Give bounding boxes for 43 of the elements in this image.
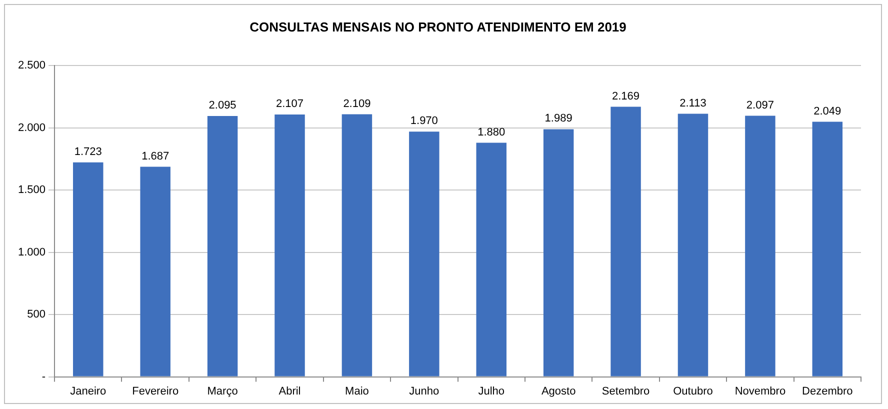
data-label: 2.049 xyxy=(814,105,842,118)
x-tick-label: Junho xyxy=(409,385,440,398)
x-tick-label: Setembro xyxy=(602,385,650,398)
x-tick-label: Maio xyxy=(345,385,369,398)
y-tick-label: 1.000 xyxy=(18,246,46,258)
x-tick-label: Outubro xyxy=(673,385,713,398)
y-tick-label: 500 xyxy=(27,308,46,321)
bar xyxy=(73,162,104,376)
bar xyxy=(678,114,708,376)
bar xyxy=(745,116,776,376)
data-label: 1.880 xyxy=(478,126,506,138)
data-label: 1.723 xyxy=(74,146,102,158)
x-tick-label: Julho xyxy=(478,385,505,398)
data-label: 1.970 xyxy=(410,115,438,128)
bar xyxy=(274,114,305,376)
y-tick-label: 2.000 xyxy=(18,122,46,134)
data-label: 2.109 xyxy=(343,98,371,110)
bar xyxy=(610,106,641,376)
bar xyxy=(342,114,372,376)
bar xyxy=(476,142,506,376)
bar xyxy=(409,132,440,376)
data-label: 1.989 xyxy=(544,112,572,125)
y-tick-label: 1.500 xyxy=(18,184,46,196)
chart-title: CONSULTAS MENSAIS NO PRONTO ATENDIMENTO EM 2019 xyxy=(250,19,626,34)
data-label: 2.169 xyxy=(612,90,640,102)
y-tick-label: - xyxy=(42,370,46,383)
data-label: 2.113 xyxy=(680,97,706,110)
bar xyxy=(812,122,843,376)
data-label: 2.107 xyxy=(276,98,304,110)
bar xyxy=(140,166,170,376)
x-tick-label: Abril xyxy=(278,385,301,398)
data-label: 2.097 xyxy=(746,99,774,112)
y-tick-label: 2.500 xyxy=(18,60,46,72)
x-tick-label: Agosto xyxy=(541,385,576,398)
data-label: 1.687 xyxy=(142,150,170,162)
data-label: 2.095 xyxy=(208,100,236,112)
bar xyxy=(207,116,238,376)
x-tick-label: Março xyxy=(207,385,238,398)
x-tick-label: Janeiro xyxy=(70,385,106,398)
x-tick-label: Dezembro xyxy=(802,385,853,398)
x-tick-label: Novembro xyxy=(734,385,786,398)
bar xyxy=(543,129,574,376)
x-tick-label: Fevereiro xyxy=(132,385,179,398)
